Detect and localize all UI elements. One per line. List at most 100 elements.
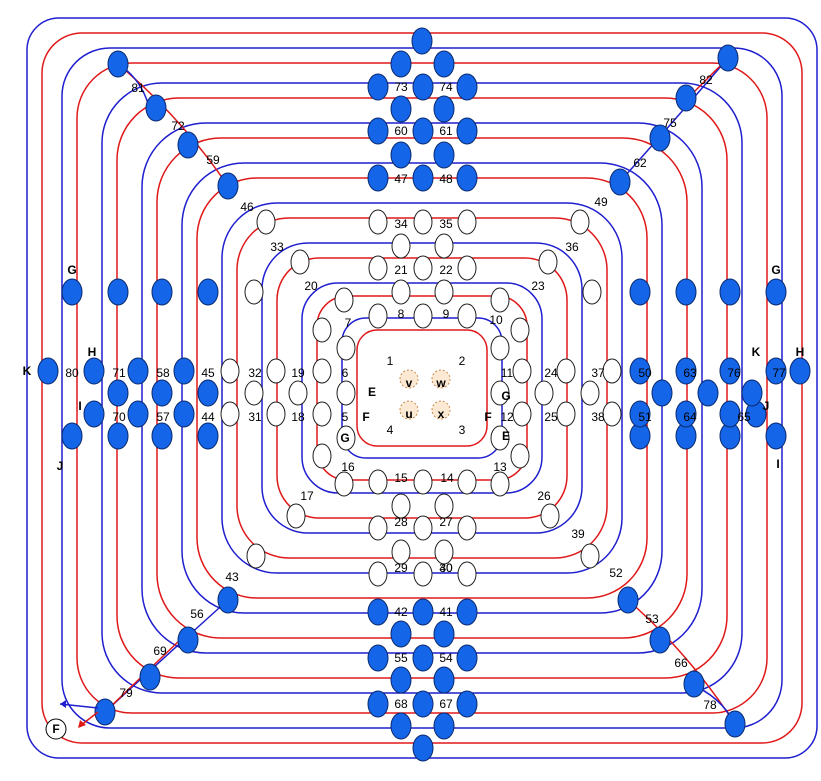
letter-label: G bbox=[501, 389, 510, 403]
filled-node bbox=[412, 73, 434, 101]
node-number-label: 78 bbox=[703, 698, 717, 712]
node-number-label: 79 bbox=[119, 686, 133, 700]
open-node bbox=[580, 543, 600, 569]
node-number-label: 71 bbox=[112, 366, 126, 380]
filled-node bbox=[724, 710, 746, 738]
open-node bbox=[246, 543, 266, 569]
filled-node bbox=[719, 357, 741, 385]
blue-arrowhead bbox=[60, 700, 66, 708]
letter-label: E bbox=[368, 385, 376, 399]
filled-node bbox=[173, 400, 195, 428]
filled-node bbox=[139, 663, 161, 691]
letter-label: H bbox=[796, 345, 805, 359]
filled-node bbox=[83, 400, 105, 428]
filled-node bbox=[107, 379, 129, 407]
filled-node bbox=[173, 357, 195, 385]
open-node bbox=[556, 358, 576, 384]
open-node bbox=[457, 303, 477, 329]
filled-node bbox=[390, 666, 412, 694]
node-number-label: 1 bbox=[387, 354, 394, 368]
f-marker-circle bbox=[45, 718, 67, 740]
open-node bbox=[534, 380, 554, 406]
node-number-label: 81 bbox=[131, 81, 145, 95]
open-node bbox=[490, 335, 510, 361]
node-number-label: 9 bbox=[443, 307, 450, 321]
filled-node bbox=[629, 357, 651, 385]
open-node bbox=[540, 503, 560, 529]
filled-node bbox=[741, 379, 763, 407]
letter-label: x bbox=[438, 407, 445, 421]
node-number-label: 27 bbox=[439, 515, 453, 529]
letter-label: K bbox=[23, 364, 32, 378]
node-number-label: 56 bbox=[190, 607, 204, 621]
filled-node bbox=[629, 400, 651, 428]
filled-node bbox=[151, 422, 173, 450]
red-arrowhead bbox=[78, 720, 86, 728]
open-node bbox=[413, 469, 433, 495]
filled-node bbox=[367, 598, 389, 626]
open-node bbox=[368, 303, 388, 329]
node-number-label: 7 bbox=[345, 316, 352, 330]
node-number-label: 30 bbox=[439, 561, 453, 575]
filled-node bbox=[719, 278, 741, 306]
filled-node bbox=[683, 670, 705, 698]
node-number-label: 55 bbox=[394, 651, 408, 665]
filled-node bbox=[37, 357, 59, 385]
open-node bbox=[266, 401, 286, 427]
filled-node bbox=[765, 422, 787, 450]
node-number-label: 39 bbox=[571, 527, 585, 541]
filled-node bbox=[456, 644, 478, 672]
node-number-label: 53 bbox=[645, 612, 659, 626]
node-number-label: 34 bbox=[394, 217, 408, 231]
filled-node bbox=[177, 131, 199, 159]
open-node bbox=[457, 255, 477, 281]
filled-node bbox=[649, 626, 671, 654]
node-number-label: 42 bbox=[394, 605, 408, 619]
filled-node bbox=[456, 117, 478, 145]
dashed-node bbox=[431, 369, 451, 389]
filled-node bbox=[83, 357, 105, 385]
filled-node bbox=[127, 357, 149, 385]
filled-node bbox=[412, 690, 434, 718]
node-number-label: 52 bbox=[609, 566, 623, 580]
node-number-label: 72 bbox=[171, 119, 185, 133]
open-node bbox=[244, 380, 264, 406]
open-node bbox=[286, 503, 306, 529]
filled-node bbox=[765, 278, 787, 306]
filled-node bbox=[456, 73, 478, 101]
open-node bbox=[391, 233, 411, 259]
node-number-label: 36 bbox=[565, 240, 579, 254]
open-node bbox=[602, 401, 622, 427]
open-node bbox=[510, 317, 530, 343]
letter-label: G bbox=[340, 431, 349, 445]
node-number-label: 45 bbox=[201, 366, 215, 380]
node-number-label: 80 bbox=[65, 366, 79, 380]
letter-label: E bbox=[502, 429, 510, 443]
open-node bbox=[312, 401, 332, 427]
node-number-label: 49 bbox=[594, 195, 608, 209]
nodes-layer bbox=[37, 27, 811, 762]
open-node bbox=[457, 469, 477, 495]
open-node bbox=[413, 255, 433, 281]
letter-label: F bbox=[52, 722, 59, 736]
node-number-label: 6 bbox=[342, 366, 349, 380]
open-node bbox=[334, 471, 354, 497]
filled-node bbox=[390, 50, 412, 78]
letter-label: H bbox=[88, 345, 97, 359]
filled-node bbox=[412, 644, 434, 672]
open-node bbox=[290, 249, 310, 275]
open-node bbox=[490, 287, 510, 313]
node-number-label: 15 bbox=[394, 471, 408, 485]
filled-node bbox=[107, 50, 129, 78]
letter-label: J bbox=[763, 399, 770, 413]
node-number-label: 32 bbox=[248, 366, 262, 380]
filled-node bbox=[789, 357, 811, 385]
open-node bbox=[570, 209, 590, 235]
letter-label: w bbox=[435, 376, 446, 390]
filled-node bbox=[390, 95, 412, 123]
node-number-label: 37 bbox=[591, 366, 605, 380]
filled-node bbox=[412, 117, 434, 145]
red-ring bbox=[356, 329, 488, 447]
open-node bbox=[538, 249, 558, 275]
